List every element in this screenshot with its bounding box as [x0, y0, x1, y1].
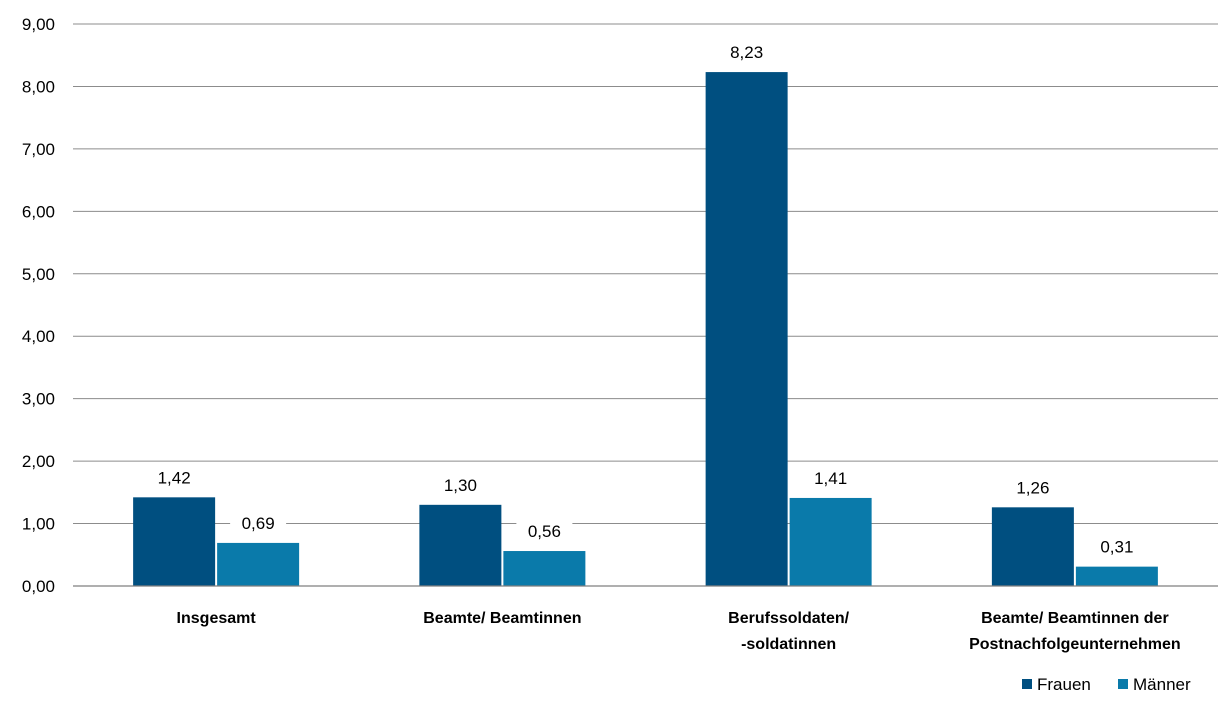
- y-tick-label: 4,00: [22, 327, 55, 346]
- legend-label: Frauen: [1037, 675, 1091, 694]
- data-labels: 1,42 1,30 8,23 1,26 0,69 0,56 1,41 0,31: [146, 41, 1145, 560]
- y-tick-label: 5,00: [22, 265, 55, 284]
- bar-frauen: [991, 507, 1074, 586]
- data-label-background: [516, 520, 573, 545]
- data-label: 1,42: [158, 468, 191, 487]
- data-label: 0,69: [242, 514, 275, 533]
- y-tick-label: 2,00: [22, 452, 55, 471]
- legend: Frauen Männer: [1022, 675, 1191, 694]
- x-tick-label: -soldatinnen: [741, 636, 836, 653]
- legend-label: Männer: [1133, 675, 1191, 694]
- legend-swatch-frauen: [1022, 679, 1032, 689]
- x-tick-label: Postnachfolgeunternehmen: [969, 636, 1181, 653]
- y-tick-label: 0,00: [22, 577, 55, 596]
- y-axis: 0,00 1,00 2,00 3,00 4,00 5,00 6,00 7,00 8,00 9,00: [22, 15, 55, 596]
- bar-maenner: [503, 551, 586, 586]
- data-label-background: [718, 41, 775, 66]
- data-label: 0,31: [1100, 538, 1133, 557]
- bar-maenner: [1075, 566, 1158, 586]
- data-label: 0,56: [528, 522, 561, 541]
- data-label-background: [1004, 476, 1061, 501]
- y-tick-label: 7,00: [22, 140, 55, 159]
- data-label: 8,23: [730, 43, 763, 62]
- gridlines: [73, 23, 1218, 525]
- y-tick-label: 9,00: [22, 15, 55, 34]
- y-tick-label: 6,00: [22, 202, 55, 221]
- bar-maenner: [789, 497, 872, 586]
- data-label: 1,41: [814, 469, 847, 488]
- bar-maenner: [217, 542, 300, 586]
- bar-frauen: [133, 497, 216, 586]
- y-tick-label: 3,00: [22, 390, 55, 409]
- y-tick-label: 8,00: [22, 77, 55, 96]
- data-label: 1,30: [444, 476, 477, 495]
- data-label: 1,26: [1016, 478, 1049, 497]
- data-label-background: [146, 466, 203, 491]
- legend-swatch-maenner: [1118, 679, 1128, 689]
- x-tick-label: Berufssoldaten/: [728, 610, 849, 627]
- y-tick-label: 1,00: [22, 515, 55, 534]
- x-tick-label: Beamte/ Beamtinnen der: [981, 610, 1169, 627]
- bar-frauen: [419, 504, 502, 586]
- data-label-background: [432, 473, 489, 498]
- data-label-background: [802, 466, 859, 491]
- data-label-background: [230, 511, 287, 536]
- x-tick-label: Insgesamt: [177, 610, 257, 627]
- bars: [133, 72, 1158, 587]
- data-label-background: [1088, 535, 1145, 560]
- x-axis: Insgesamt Beamte/ Beamtinnen Berufssoldate…: [73, 585, 1218, 653]
- bar-frauen: [705, 72, 788, 587]
- x-tick-label: Beamte/ Beamtinnen: [423, 610, 581, 627]
